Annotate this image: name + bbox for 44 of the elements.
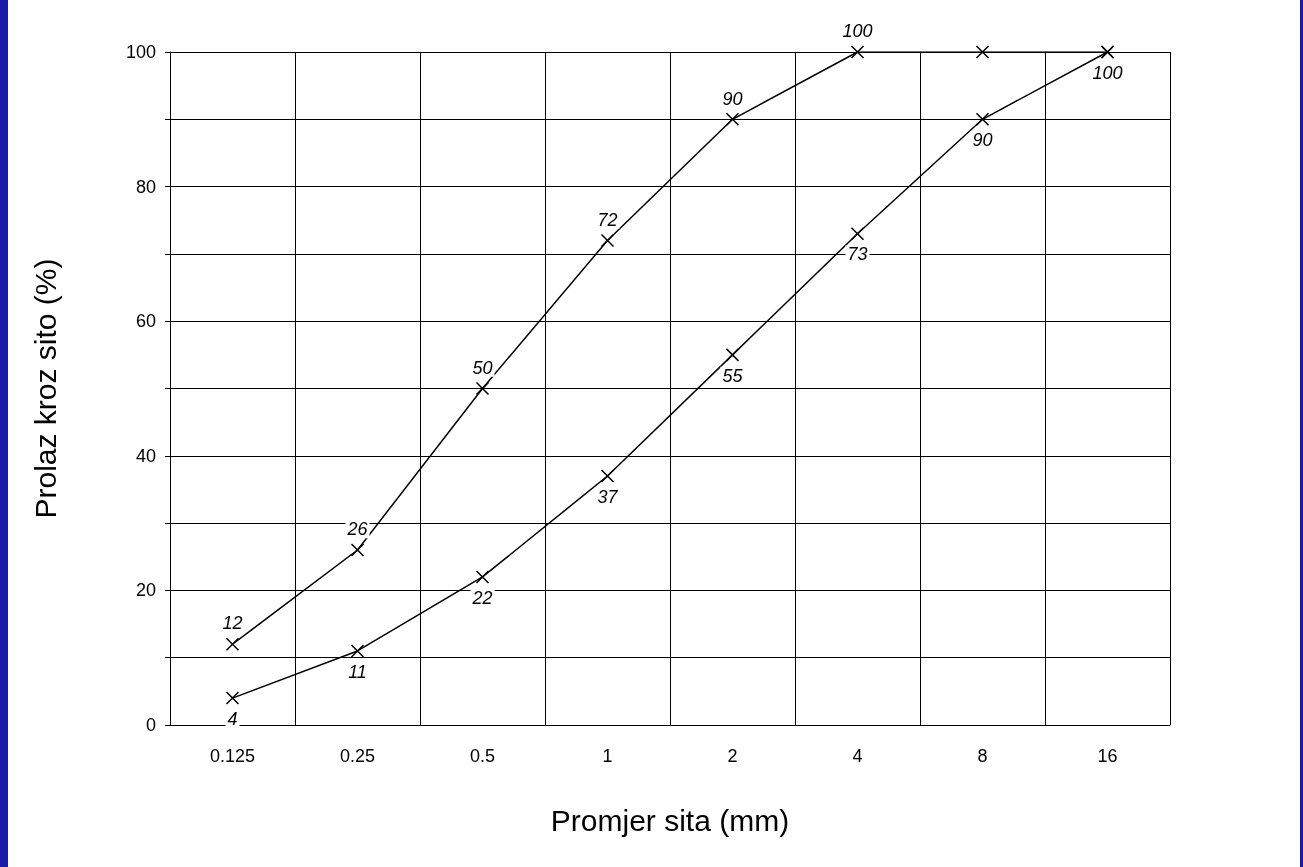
data-label: 90 xyxy=(722,88,743,109)
x-axis-title: Promjer sita (mm) xyxy=(550,803,790,837)
y-tick-label: 60 xyxy=(135,311,156,332)
data-label: 100 xyxy=(842,21,873,42)
data-label: 55 xyxy=(722,365,744,386)
point xyxy=(725,348,740,362)
x-tick-label: 2 xyxy=(727,746,738,766)
data-label: 37 xyxy=(597,486,619,507)
point xyxy=(600,233,615,248)
data-label: 4 xyxy=(227,708,238,729)
y-tick-label: 20 xyxy=(135,580,156,601)
y-tick-label: 40 xyxy=(135,445,156,466)
point xyxy=(725,112,740,127)
x-tick-label: 8 xyxy=(977,746,988,766)
point xyxy=(600,469,615,483)
data-label: 12 xyxy=(222,613,243,634)
data-label: 22 xyxy=(471,587,493,608)
data-label: 72 xyxy=(597,209,618,230)
data-label: 73 xyxy=(847,244,868,265)
data-label: 11 xyxy=(348,661,367,682)
data-label: 50 xyxy=(472,357,493,378)
point xyxy=(975,112,990,127)
point xyxy=(850,226,865,241)
y-axis-title: Prolaz kroz sito (%) xyxy=(28,258,62,519)
x-tick-label: 16 xyxy=(1097,746,1118,766)
x-tick-label: 4 xyxy=(852,746,863,766)
point xyxy=(350,644,365,658)
x-tick-label: 0.125 xyxy=(209,746,256,766)
point xyxy=(225,691,240,705)
x-tick-label: 1 xyxy=(602,746,613,766)
point xyxy=(975,45,990,59)
point xyxy=(225,637,240,651)
x-tick-label: 0.5 xyxy=(469,746,496,766)
point xyxy=(850,45,865,59)
data-label: 90 xyxy=(972,130,993,151)
data-label: 100 xyxy=(1092,62,1123,83)
y-tick-label: 100 xyxy=(125,42,156,62)
y-tick-label: 80 xyxy=(135,176,156,197)
point xyxy=(475,570,490,584)
y-tick-label: 0 xyxy=(145,715,156,735)
data-label: 26 xyxy=(346,519,369,540)
point xyxy=(350,543,365,557)
point xyxy=(475,381,490,396)
x-tick-label: 0.25 xyxy=(339,746,376,766)
